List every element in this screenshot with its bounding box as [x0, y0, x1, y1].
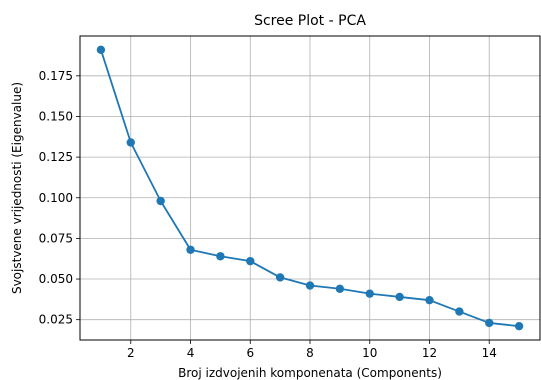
data-layer — [96, 45, 524, 331]
y-tick-label: 0.050 — [39, 272, 73, 286]
x-tick-label: 10 — [362, 346, 377, 360]
axis-layer: 2 4 6 8 10 12 14 0.025 0.050 0.075 0.100 0.125 0.150… — [39, 69, 497, 360]
eigenvalue-point — [305, 281, 315, 290]
x-tick-label: 12 — [422, 346, 437, 360]
eigenvalue-point — [455, 307, 464, 316]
x-tick-label: 6 — [246, 346, 254, 360]
y-tick-label: 0.125 — [39, 150, 73, 164]
eigenvalue-point — [425, 295, 434, 305]
y-tick-label: 0.100 — [39, 191, 73, 205]
x-axis-label: Broj izdvojenih komponenata (Components) — [178, 366, 442, 380]
x-tick-label: 14 — [482, 346, 497, 360]
eigenvalue-point — [246, 256, 255, 266]
eigenvalue-point — [275, 273, 285, 282]
eigenvalue-point — [365, 289, 374, 298]
eigenvalue-point — [186, 245, 195, 254]
y-tick-label: 0.025 — [39, 313, 73, 327]
eigenvalue-point — [485, 318, 494, 328]
x-tick-label: 4 — [187, 346, 195, 360]
x-tick-label: 2 — [127, 346, 135, 360]
plot-area-frame — [79, 35, 541, 341]
grid-layer — [80, 36, 540, 340]
y-tick-label: 0.075 — [39, 231, 73, 245]
eigenvalue-point — [126, 138, 135, 147]
eigenvalue-point — [335, 284, 345, 293]
y-axis-label: Svojstvene vrijednosti (Eigenvalue) — [10, 82, 24, 294]
chart-title: Scree Plot - PCA — [254, 13, 366, 29]
y-tick-label: 0.175 — [39, 69, 73, 83]
eigenvalue-point — [514, 321, 524, 331]
eigenvalue-point — [395, 292, 404, 302]
x-tick-label: 8 — [306, 346, 314, 360]
eigenvalue-point — [216, 252, 225, 261]
eigenvalue-point — [156, 196, 165, 206]
y-tick-label: 0.150 — [39, 109, 73, 123]
eigenvalue-point — [96, 45, 106, 55]
